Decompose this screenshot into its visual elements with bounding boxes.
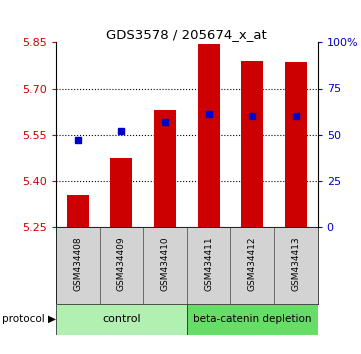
Text: GSM434412: GSM434412 — [248, 237, 257, 291]
Bar — [154, 110, 176, 227]
Bar — [274, 227, 318, 304]
Bar — [110, 159, 132, 227]
Text: protocol ▶: protocol ▶ — [2, 314, 56, 325]
Text: beta-catenin depletion: beta-catenin depletion — [193, 314, 312, 325]
Bar — [187, 304, 339, 335]
Bar — [56, 227, 100, 304]
Bar — [143, 227, 187, 304]
Text: GSM434410: GSM434410 — [161, 236, 170, 291]
Bar — [285, 62, 307, 227]
Text: GSM434411: GSM434411 — [204, 236, 213, 291]
Bar — [187, 227, 230, 304]
Bar — [242, 61, 263, 227]
Text: GSM434409: GSM434409 — [117, 236, 126, 291]
Text: control: control — [102, 314, 141, 325]
Bar — [198, 44, 219, 227]
Bar — [56, 304, 187, 335]
Text: GSM434408: GSM434408 — [73, 236, 82, 291]
Bar — [67, 195, 89, 227]
Bar — [100, 227, 143, 304]
Title: GDS3578 / 205674_x_at: GDS3578 / 205674_x_at — [106, 28, 267, 41]
Bar — [230, 227, 274, 304]
Text: GSM434413: GSM434413 — [291, 236, 300, 291]
